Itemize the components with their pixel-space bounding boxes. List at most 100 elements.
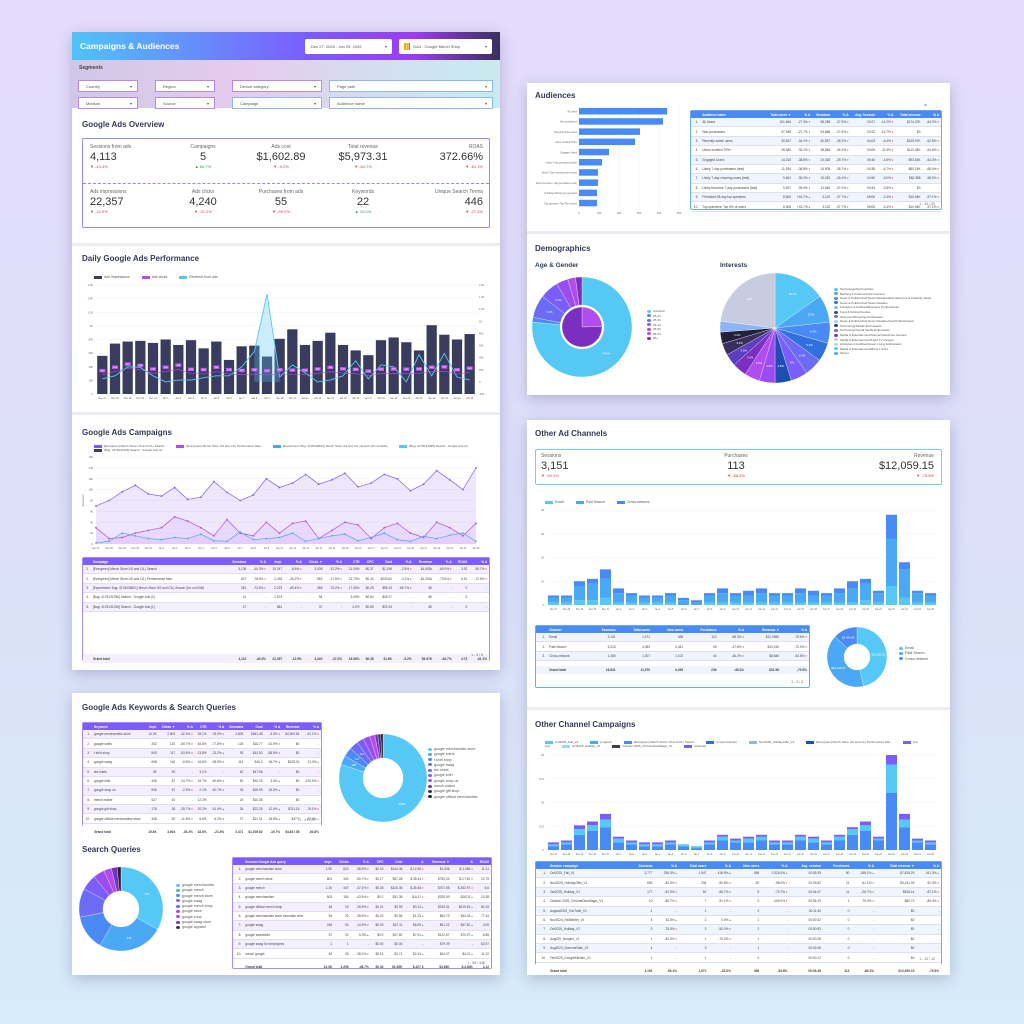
column-header[interactable]: % Δ — [708, 862, 733, 869]
data-point[interactable] — [108, 499, 111, 502]
campaign-bar[interactable] — [899, 827, 910, 850]
data-point[interactable] — [409, 489, 412, 492]
column-header[interactable]: % Δ — [324, 558, 344, 565]
channel-bar[interactable] — [652, 602, 663, 605]
filter-page-path[interactable]: Page path ▾ — [329, 80, 493, 92]
column-header[interactable]: Cost — [245, 723, 265, 730]
campaign-bar[interactable] — [912, 842, 923, 850]
column-header[interactable]: Impr. — [267, 558, 285, 565]
channel-bar[interactable] — [860, 600, 871, 605]
table-row[interactable]: 1. google merchandise store 1.9K 824 -38.9% … — [233, 865, 491, 875]
channel-bar[interactable] — [678, 597, 689, 601]
data-point[interactable] — [475, 540, 477, 543]
data-point[interactable] — [213, 480, 215, 483]
data-point[interactable] — [226, 491, 228, 494]
channel-bar[interactable] — [548, 602, 559, 605]
channel-bar[interactable] — [834, 588, 845, 594]
data-point[interactable] — [291, 482, 294, 484]
legend-item[interactable]: (organic) — [590, 740, 618, 744]
data-point[interactable] — [396, 477, 399, 480]
campaign-bar[interactable] — [782, 842, 793, 845]
data-point[interactable] — [95, 542, 97, 544]
legend-item[interactable]: Media & Entertainment/Light TV Viewers — [834, 338, 931, 343]
data-point[interactable] — [396, 522, 399, 525]
data-point[interactable] — [448, 478, 451, 481]
table-row[interactable]: 2. Non-purchasers 97,948 -27.7% ▾ 94,868 -27.… — [691, 126, 941, 137]
impressions-bar[interactable] — [274, 338, 285, 394]
data-point[interactable] — [213, 539, 215, 542]
channel-bar[interactable] — [704, 593, 715, 596]
campaign-bar[interactable] — [548, 842, 559, 845]
channel-bar[interactable] — [665, 602, 676, 605]
data-point[interactable] — [396, 538, 399, 541]
data-point[interactable] — [461, 534, 464, 537]
column-header[interactable]: % Δ — [916, 862, 941, 869]
legend-item[interactable]: Ads impressions — [94, 275, 136, 279]
data-point[interactable] — [226, 540, 228, 543]
channel-bar[interactable] — [574, 581, 585, 586]
channel-slice[interactable] — [856, 626, 888, 687]
table-row[interactable]: 5. tee shirts 3K 90-3.1% -62 $47.96- $0- — [83, 767, 321, 777]
data-point[interactable] — [199, 533, 202, 536]
legend-item[interactable]: Technology/Mobile Enthusiasts — [834, 324, 931, 329]
column-header[interactable]: % Δ — [781, 626, 809, 633]
data-point[interactable] — [435, 469, 438, 472]
campaign-bar[interactable] — [847, 834, 858, 850]
data-point[interactable] — [278, 536, 281, 539]
legend-item[interactable]: [Experiment: Bug: 4178436821] Merch Stor… — [272, 444, 394, 448]
channel-bar[interactable] — [561, 602, 572, 605]
data-point[interactable] — [357, 486, 359, 488]
channel-bar[interactable] — [574, 586, 585, 601]
table-row[interactable]: 9. Predicted 28-day top spenders 8,506 +43.… — [691, 192, 941, 203]
table-pager[interactable]: 1 - 50 / 446 — [467, 961, 485, 965]
column-header[interactable]: % Δ — [350, 858, 371, 865]
campaign-bar[interactable] — [561, 840, 572, 843]
channel-bar[interactable] — [626, 595, 637, 603]
campaign-bar[interactable] — [626, 844, 637, 850]
query-slice[interactable] — [120, 866, 164, 930]
campaign-bar[interactable] — [548, 846, 559, 850]
channel-bar[interactable] — [574, 600, 585, 605]
more-options-icon[interactable]: ⋮ — [934, 103, 939, 109]
legend-item[interactable]: Nov2025_HolidayGifts_V1 — [749, 740, 800, 744]
column-header[interactable]: Purchases — [822, 862, 852, 869]
column-header[interactable]: Session campaign — [547, 862, 629, 869]
campaign-bar[interactable] — [652, 842, 663, 845]
data-point[interactable] — [226, 518, 228, 521]
channel-bar[interactable] — [561, 595, 572, 598]
data-point[interactable] — [475, 522, 477, 525]
data-point[interactable] — [186, 498, 189, 501]
channel-bar[interactable] — [782, 602, 793, 605]
campaign-bar[interactable] — [834, 840, 845, 851]
channel-bar[interactable] — [769, 593, 780, 596]
table-row[interactable]: 4. October 2025_ChromeDinoMagic_V1 10 -86.7… — [536, 896, 941, 907]
data-point[interactable] — [147, 529, 150, 532]
column-header[interactable]: Revenue — [413, 558, 435, 565]
data-point[interactable] — [147, 537, 150, 540]
table-row[interactable]: 10. merch google 49 26 -38.1% ▾ $0.14 $3.71 $2.… — [233, 948, 491, 959]
filter-campaign[interactable]: Campaign ▾ — [232, 97, 322, 109]
channel-bar[interactable] — [847, 581, 858, 589]
campaign-bar[interactable] — [899, 813, 910, 820]
column-header[interactable]: % Δ — [761, 862, 790, 869]
interest-slice[interactable] — [774, 272, 821, 329]
channel-bar[interactable] — [730, 602, 741, 605]
legend-item[interactable]: google merch — [176, 888, 214, 893]
keyword-slice[interactable] — [380, 733, 384, 759]
column-header[interactable]: Sessions — [226, 723, 246, 730]
channel-bar[interactable] — [899, 569, 910, 598]
legend-item[interactable]: News & Politics/Avid News Readers/Avid P… — [834, 319, 931, 324]
date-range-picker[interactable]: Dec 27, 2025 - Jan 25, 2026 ▾ — [305, 39, 392, 54]
table-row[interactable]: 2. [Evergreen] Merch Store US and CA | Pe… — [83, 573, 489, 584]
column-header[interactable]: % Δ — [832, 111, 851, 118]
campaign-bar[interactable] — [834, 834, 845, 837]
channel-bar[interactable] — [808, 602, 819, 605]
column-header[interactable]: % Δ — [922, 111, 941, 118]
channel-bar[interactable] — [808, 590, 819, 596]
legend-item[interactable]: google apparel — [176, 925, 214, 930]
campaign-bar[interactable] — [600, 819, 611, 828]
campaign-bar[interactable] — [756, 840, 767, 851]
channel-bar[interactable] — [704, 595, 715, 603]
filter-country[interactable]: Country ▾ — [78, 80, 138, 92]
campaign-bar[interactable] — [782, 844, 793, 850]
